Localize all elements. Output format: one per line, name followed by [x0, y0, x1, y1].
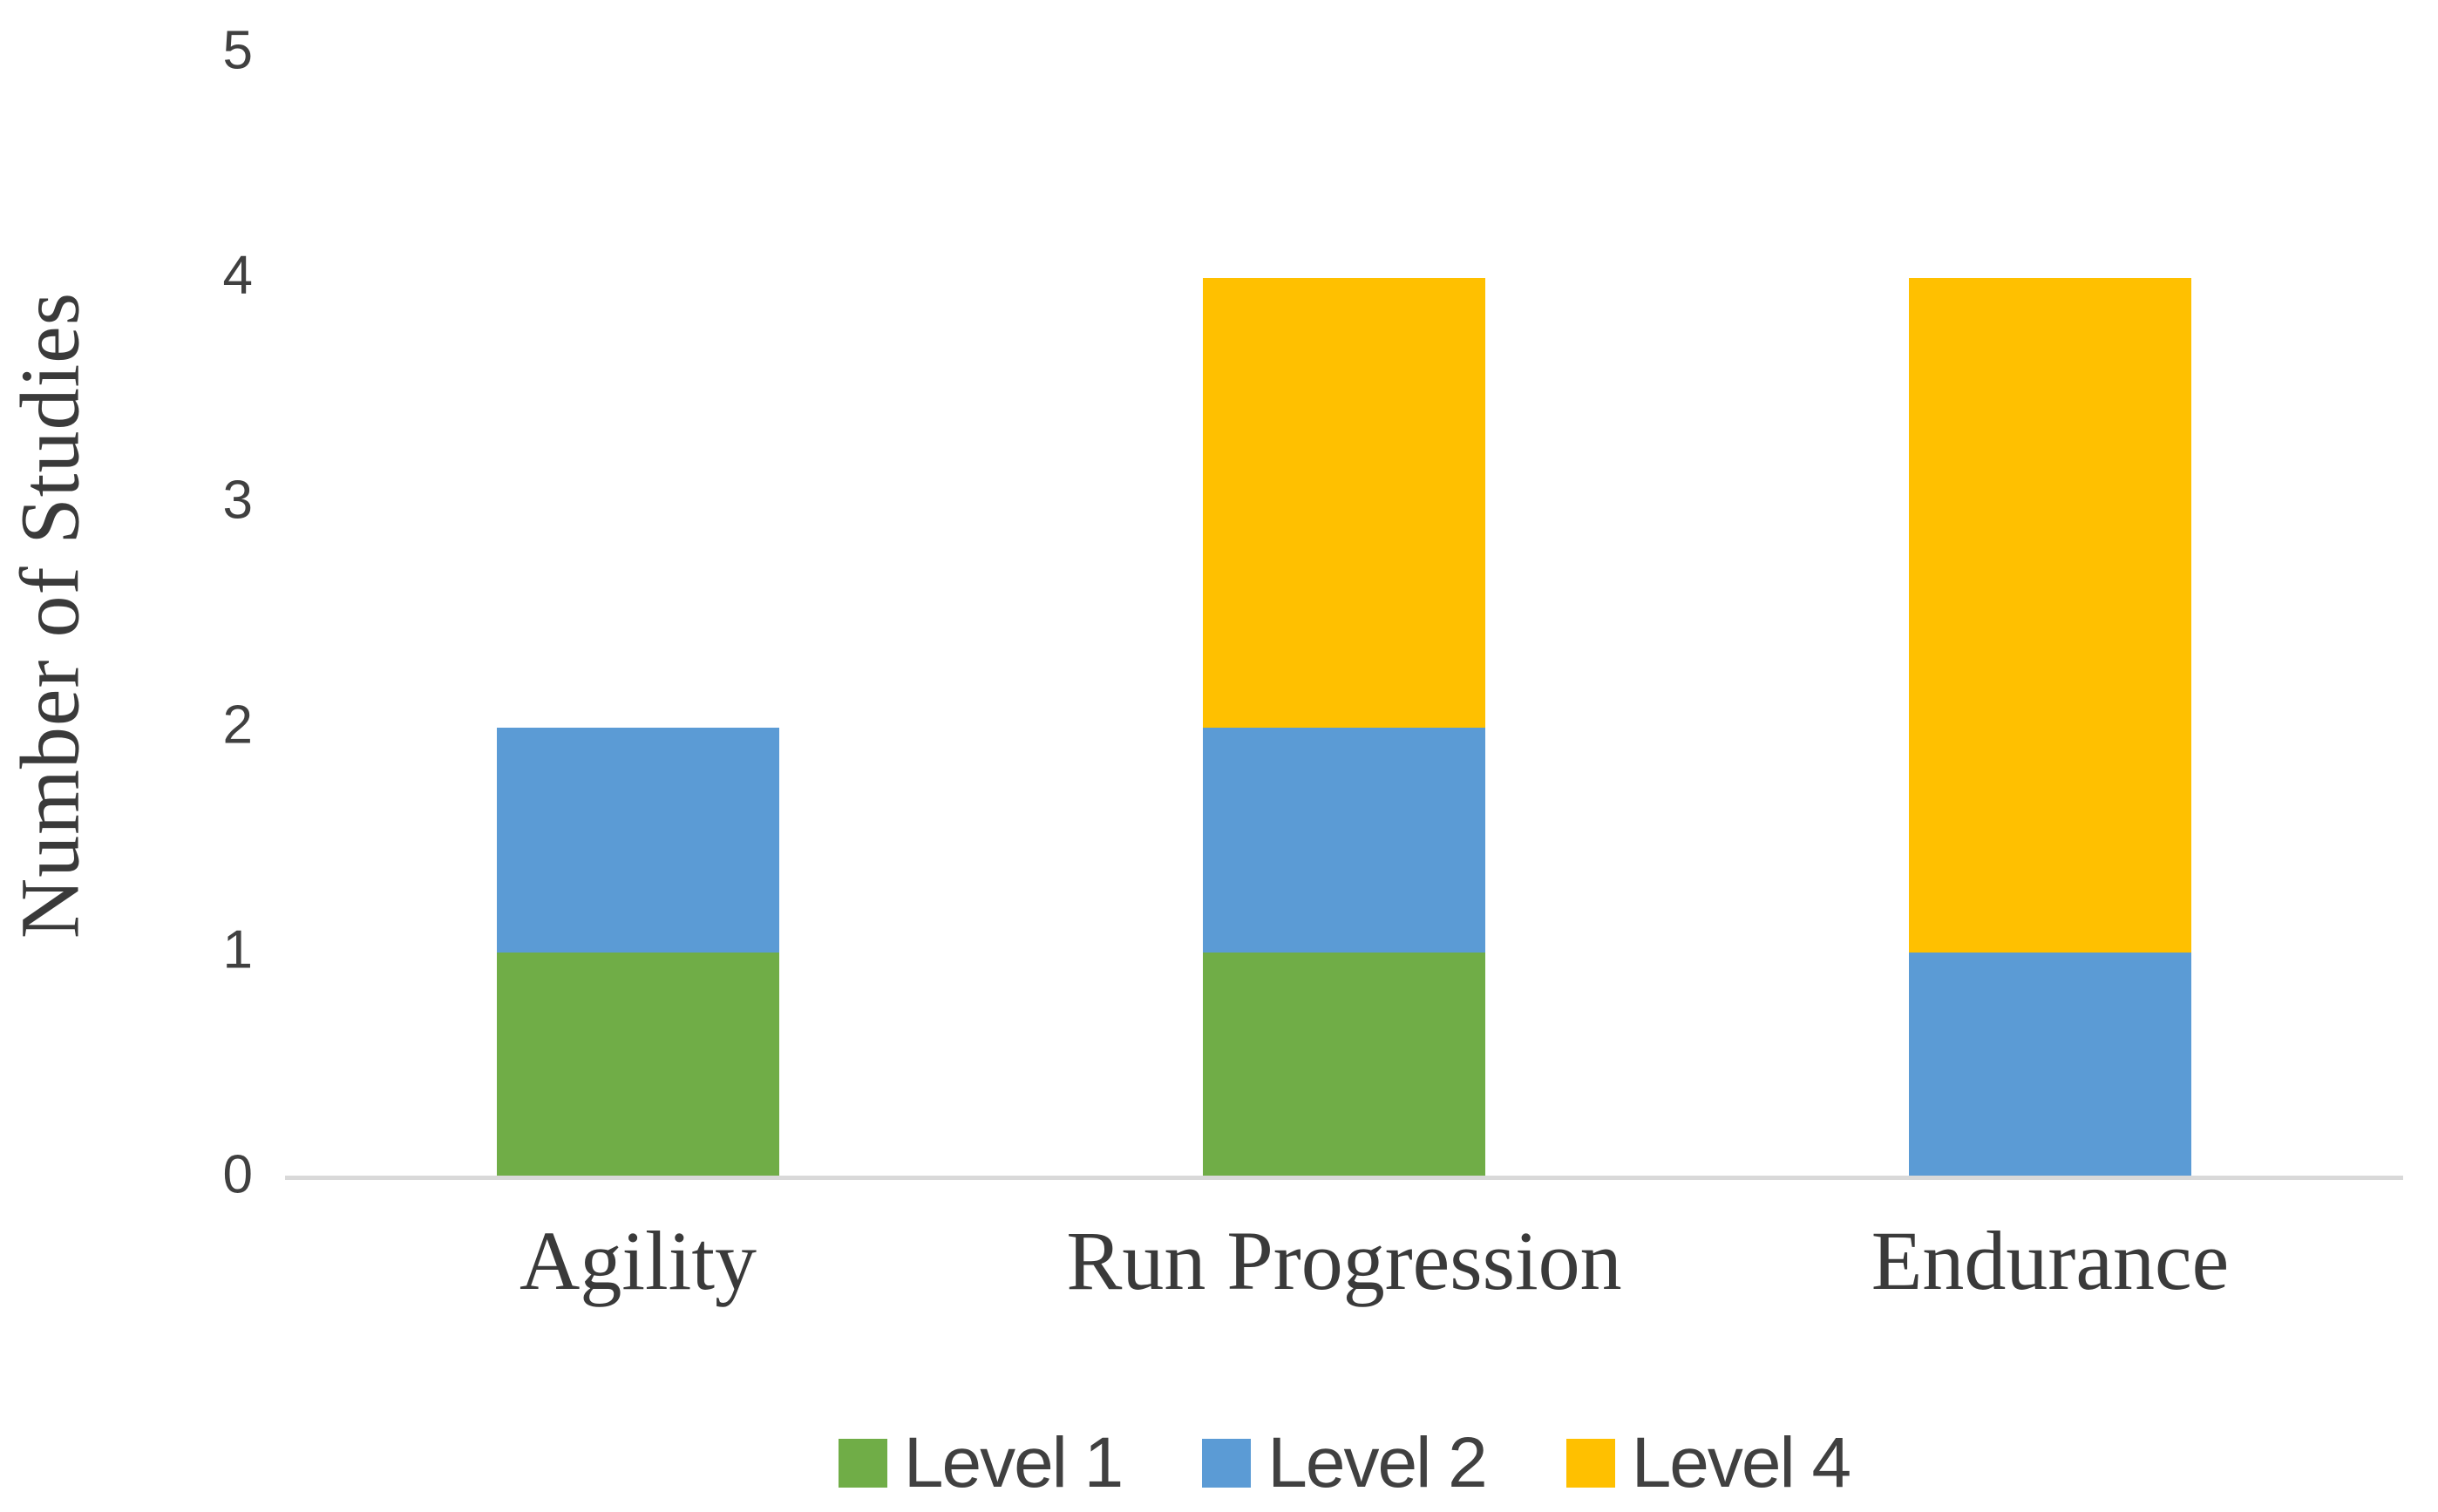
bar-segment-agility-level-1	[497, 953, 779, 1177]
bar-segment-endurance-level-4	[1909, 278, 2191, 953]
bar-segment-run-progression-level-4	[1203, 278, 1485, 728]
x-category-label-agility: Agility	[519, 1214, 757, 1307]
y-tick-label-2: 2	[222, 695, 253, 756]
legend: Level 1 Level 2 Level 4	[285, 1427, 2403, 1499]
legend-label: Level 1	[903, 1423, 1124, 1502]
bar-segment-run-progression-level-2	[1203, 728, 1485, 953]
legend-swatch-icon	[1565, 1439, 1615, 1488]
legend-item-level-4: Level 4	[1565, 1423, 1851, 1502]
y-tick-label-5: 5	[222, 20, 253, 81]
legend-label: Level 2	[1267, 1423, 1487, 1502]
bar-segment-endurance-level-2	[1909, 953, 2191, 1177]
bar-segment-run-progression-level-1	[1203, 953, 1485, 1177]
x-axis-line	[285, 1176, 2403, 1180]
legend-swatch-icon	[838, 1439, 887, 1488]
legend-swatch-icon	[1202, 1439, 1252, 1488]
x-category-label-run-progression: Run Progression	[1066, 1214, 1622, 1307]
y-tick-label-4: 4	[222, 245, 253, 306]
y-tick-label-0: 0	[222, 1144, 253, 1205]
y-axis-title: Number of Studies	[3, 291, 97, 939]
y-tick-label-1: 1	[222, 919, 253, 980]
y-tick-label-3: 3	[222, 470, 253, 531]
bar-segment-agility-level-2	[497, 728, 779, 953]
legend-item-level-1: Level 1	[838, 1423, 1124, 1502]
legend-label: Level 4	[1631, 1423, 1851, 1502]
legend-item-level-2: Level 2	[1202, 1423, 1488, 1502]
x-category-label-endurance: Endurance	[1871, 1214, 2230, 1307]
